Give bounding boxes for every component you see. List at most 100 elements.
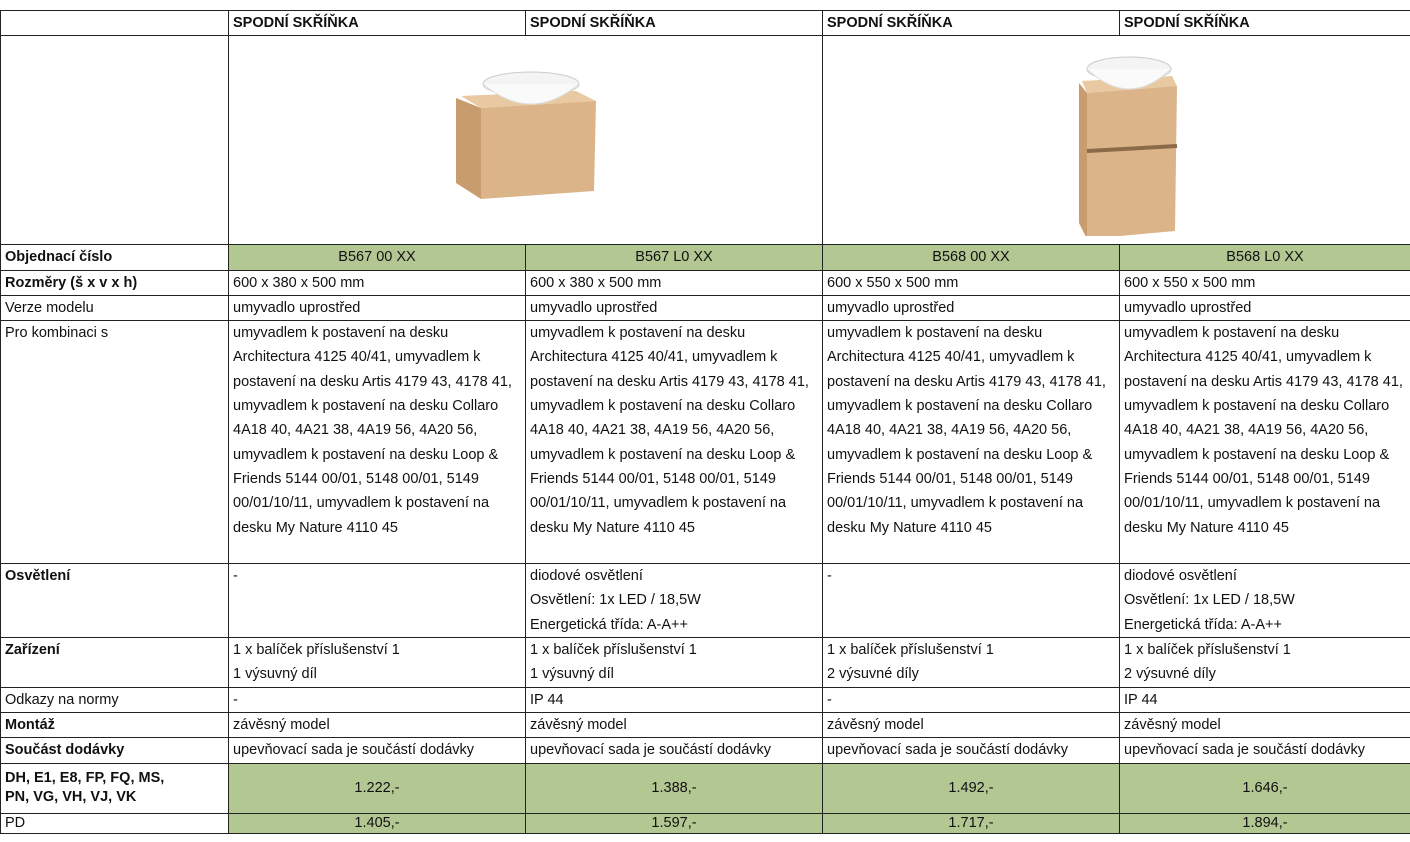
row-value: závěsný model [822, 711, 1120, 739]
cell-line: DH, E1, E8, FP, FQ, MS, [5, 770, 165, 787]
row-value: závěsný model [1119, 711, 1410, 739]
cell-line: umyvadlem k postavení na desku Architect… [827, 325, 1106, 536]
row-label: Rozměry (š x v x h) [0, 269, 229, 296]
product-table: SPODNÍ SKŘÍŇKA SPODNÍ SKŘÍŇKA SPODNÍ SKŘÍŇ… [0, 10, 1410, 834]
row-value: - [822, 563, 1120, 639]
column-header: SPODNÍ SKŘÍŇKA [228, 10, 526, 36]
cell-line: Odkazy na normy [5, 691, 119, 708]
product-image [228, 34, 823, 246]
cell-line: IP 44 [1124, 691, 1158, 708]
row-value: 1.222,- [228, 762, 526, 814]
cell-line: Verze modelu [5, 299, 94, 316]
row-value: 1.492,- [822, 762, 1120, 814]
cell-line: 1.646,- [1242, 779, 1288, 796]
row-label: Zařízení [0, 637, 229, 688]
cell-line: diodové osvětlení [530, 568, 643, 585]
cell-line: Osvětlení: 1x LED / 18,5W [530, 592, 701, 609]
row-value: závěsný model [228, 711, 526, 739]
cell-line: 1 x balíček příslušenství 1 [233, 642, 400, 659]
data-row: Verze modelu umyvadlo uprostřed umyvadlo u… [0, 294, 1410, 322]
row-value: - [228, 563, 526, 639]
row-value: umyvadlo uprostřed [1119, 294, 1410, 322]
cell-line: - [233, 568, 238, 585]
cell-line: umyvadlem k postavení na desku Architect… [530, 325, 809, 536]
cell-line: 1 x balíček příslušenství 1 [530, 642, 697, 659]
cell-line: Energetická třída: A-A++ [530, 616, 688, 633]
row-value: 1 x balíček příslušenství 1 1 výsuvný díl [228, 637, 526, 688]
row-value: 1.597,- [525, 812, 823, 834]
row-value: umyvadlo uprostřed [822, 294, 1120, 322]
row-value: diodové osvětlení Osvětlení: 1x LED / 18,… [525, 563, 823, 639]
row-value: 1 x balíček příslušenství 1 2 výsuvné díl… [1119, 637, 1410, 688]
column-header: SPODNÍ SKŘÍŇKA [822, 10, 1120, 36]
cell-line: závěsný model [1124, 716, 1221, 733]
row-value: diodové osvětlení Osvětlení: 1x LED / 18,… [1119, 563, 1410, 639]
cell-line: 1 výsuvný díl [530, 666, 614, 683]
row-label: DH, E1, E8, FP, FQ, MS, PN, VG, VH, VJ, V… [0, 762, 229, 814]
cell-line: B568 L0 XX [1226, 249, 1304, 266]
cell-line: 600 x 550 x 500 mm [827, 274, 959, 291]
cell-line: závěsný model [827, 716, 924, 733]
cell-line: IP 44 [530, 691, 564, 708]
row-value: B568 L0 XX [1119, 244, 1410, 271]
row-value: B568 00 XX [822, 244, 1120, 271]
row-label: Verze modelu [0, 294, 229, 322]
row-value: umyvadlem k postavení na desku Architect… [822, 320, 1120, 565]
cell-line: 600 x 550 x 500 mm [1124, 274, 1256, 291]
row-value: 600 x 380 x 500 mm [228, 269, 526, 296]
row-value: - [228, 686, 526, 713]
row-label: Objednací číslo [0, 244, 229, 271]
cell-line: umyvadlo uprostřed [530, 299, 658, 316]
cell-line: 1.388,- [651, 779, 697, 796]
cell-line: - [233, 691, 238, 708]
cell-line: diodové osvětlení [1124, 568, 1237, 585]
cell-line: umyvadlo uprostřed [1124, 299, 1252, 316]
cell-line: 1 x balíček příslušenství 1 [827, 642, 994, 659]
cell-line: upevňovací sada je součástí dodávky [1124, 742, 1366, 759]
cell-line: - [827, 568, 832, 585]
cell-line: 2 výsuvné díly [827, 666, 919, 683]
cell-line: 1.222,- [354, 779, 400, 796]
row-value: upevňovací sada je součástí dodávky [822, 737, 1120, 764]
cell-line: upevňovací sada je součástí dodávky [827, 742, 1069, 759]
cell-line: Objednací číslo [5, 249, 113, 266]
header-corner [0, 10, 229, 36]
cell-line: PD [5, 814, 26, 831]
cell-line: B567 00 XX [338, 249, 416, 266]
cell-line: Rozměry (š x v x h) [5, 274, 138, 291]
row-value: umyvadlo uprostřed [228, 294, 526, 322]
cell-line: Montáž [5, 716, 55, 733]
product-image [822, 34, 1410, 246]
row-value: 1.717,- [822, 812, 1120, 834]
row-label: Součást dodávky [0, 737, 229, 764]
row-value: umyvadlo uprostřed [525, 294, 823, 322]
cell-line: Energetická třída: A-A++ [1124, 616, 1282, 633]
cell-line: B567 L0 XX [635, 249, 713, 266]
cell-line: umyvadlem k postavení na desku Architect… [233, 325, 512, 536]
cell-line: 600 x 380 x 500 mm [530, 274, 662, 291]
cell-line: upevňovací sada je součástí dodávky [233, 742, 475, 759]
row-value: 600 x 550 x 500 mm [1119, 269, 1410, 296]
row-value: umyvadlem k postavení na desku Architect… [228, 320, 526, 565]
row-value: upevňovací sada je součástí dodávky [1119, 737, 1410, 764]
table-body: SPODNÍ SKŘÍŇKA SPODNÍ SKŘÍŇKA SPODNÍ SKŘÍŇ… [0, 10, 1410, 834]
cell-line: 1.492,- [948, 779, 994, 796]
cell-line: umyvadlem k postavení na desku Architect… [1124, 325, 1403, 536]
row-value: - [822, 686, 1120, 713]
data-row: Odkazy na normy - IP 44 - IP 44 [0, 686, 1410, 713]
row-value: upevňovací sada je součástí dodávky [525, 737, 823, 764]
row-value: 1 x balíček příslušenství 1 2 výsuvné díl… [822, 637, 1120, 688]
cell-line: závěsný model [233, 716, 330, 733]
row-label: Pro kombinaci s [0, 320, 229, 565]
row-value: závěsný model [525, 711, 823, 739]
data-row: PD 1.405,- 1.597,- 1.717,- 1.894,- [0, 812, 1410, 834]
cell-line: 1 x balíček příslušenství 1 [1124, 642, 1291, 659]
empty-cell [0, 34, 229, 246]
row-value: 1 x balíček příslušenství 1 1 výsuvný díl [525, 637, 823, 688]
cell-line: Zařízení [5, 642, 60, 659]
cell-line: 600 x 380 x 500 mm [233, 274, 365, 291]
cell-line: PN, VG, VH, VJ, VK [5, 789, 137, 806]
cell-line: umyvadlo uprostřed [233, 299, 361, 316]
row-value: B567 00 XX [228, 244, 526, 271]
